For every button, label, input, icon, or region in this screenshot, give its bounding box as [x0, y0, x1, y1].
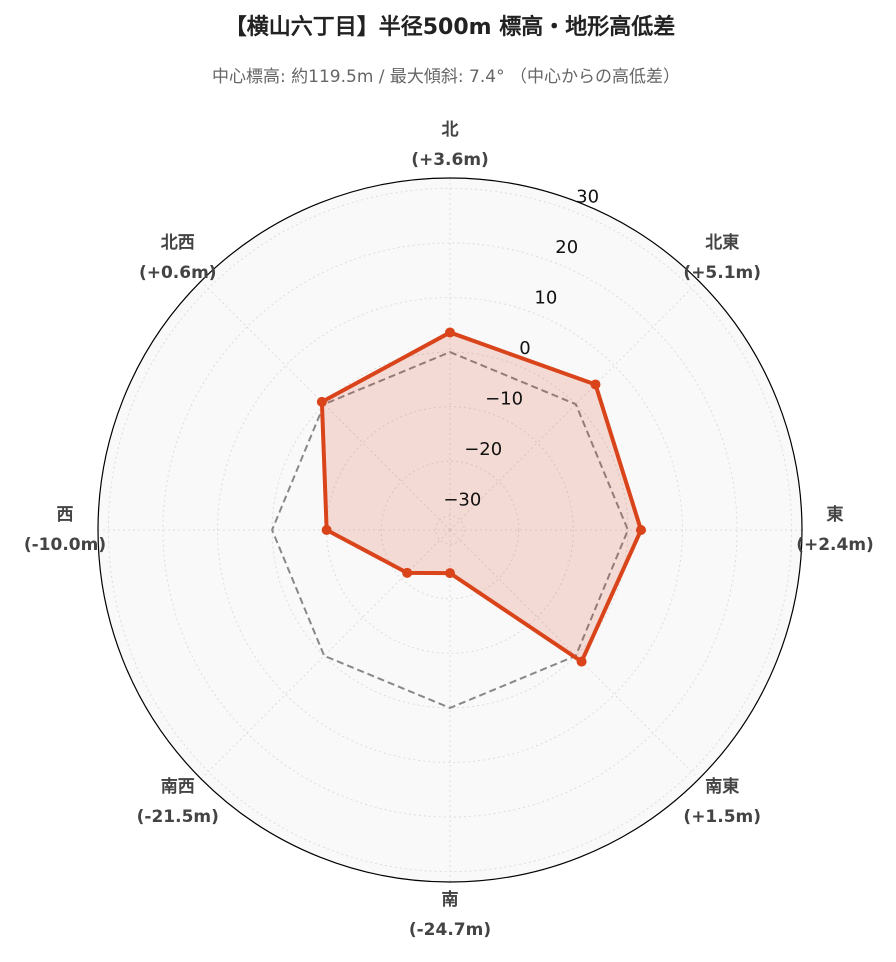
grid-circle — [271, 351, 629, 709]
grid-circle — [380, 460, 520, 600]
data-point — [321, 525, 332, 535]
zero-reference — [271, 351, 629, 709]
value-label: (-24.7m) — [409, 920, 491, 940]
data-point — [590, 379, 601, 390]
category-label: 東 — [827, 504, 844, 525]
r-tick-label: −30 — [443, 489, 481, 510]
data-point — [636, 525, 647, 535]
chart-title: 【横山六丁目】半径500m 標高・地形高低差 — [225, 14, 676, 40]
data-point — [576, 656, 587, 667]
grid-circle — [162, 242, 738, 818]
spoke — [200, 280, 451, 531]
value-label: (+5.1m) — [683, 263, 761, 283]
category-label: 北西 — [161, 233, 195, 253]
grid-circle — [217, 297, 683, 763]
spoke — [449, 280, 700, 531]
category-label: 北東 — [705, 232, 739, 253]
spoke — [200, 529, 451, 780]
data-point — [402, 567, 413, 578]
category-label: 西 — [57, 505, 74, 525]
value-label: (+1.5m) — [683, 807, 761, 827]
r-tick-label: −20 — [464, 439, 502, 460]
outer-circle — [97, 177, 803, 883]
grid-circle — [326, 406, 574, 654]
r-tick-label: 10 — [534, 288, 557, 309]
value-label: (+2.4m) — [796, 535, 874, 555]
value-label: (-21.5m) — [137, 807, 219, 827]
grid-circle — [435, 515, 465, 545]
value-label: (-10.0m) — [24, 535, 106, 555]
r-tick-label: 20 — [555, 237, 578, 258]
value-label: (+0.6m) — [139, 263, 217, 283]
category-label: 北 — [442, 120, 459, 140]
category-label: 南西 — [161, 776, 195, 797]
data-point — [445, 327, 455, 338]
chart-subtitle: 中心標高: 約119.5m / 最大傾斜: 7.4° （中心からの高低差） — [212, 67, 680, 87]
r-tick-label: 0 — [519, 338, 530, 359]
data-point — [445, 568, 455, 579]
category-label: 南 — [442, 889, 459, 910]
data-point — [316, 396, 327, 407]
r-tick-label: 30 — [576, 187, 599, 208]
r-tick-label: −10 — [485, 388, 523, 409]
value-label: (+3.6m) — [411, 150, 489, 170]
category-label: 南東 — [705, 776, 739, 797]
